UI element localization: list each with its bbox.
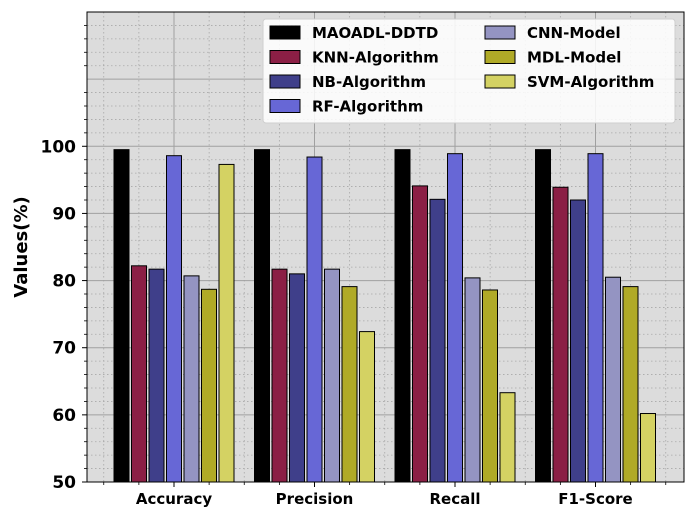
plot-frame [86, 11, 685, 483]
legend-swatch-maoadl-ddtd [269, 25, 301, 40]
bar-rf-algorithm-accuracy [166, 155, 182, 483]
bar-maoadl-ddtd-f1-score [535, 149, 551, 483]
legend-swatch-knn-algorithm [269, 50, 301, 64]
bar-knn-algorithm-f1-score [552, 186, 569, 483]
bar-svm-algorithm-recall [499, 392, 516, 483]
legend-swatch-svm-algorithm [484, 74, 516, 89]
bar-cnn-model-recall [464, 277, 481, 483]
y-tick-label: 60 [52, 406, 76, 426]
y-tick-label: 80 [52, 272, 76, 292]
bar-nb-algorithm-precision [289, 273, 305, 483]
legend-swatch-cnn-model [484, 25, 516, 40]
bar-nb-algorithm-accuracy [148, 268, 165, 483]
bar-svm-algorithm-accuracy [218, 163, 235, 483]
bar-svm-algorithm-precision [359, 331, 375, 483]
x-tick-label-f1-score: F1-Score [558, 490, 632, 508]
y-tick-label: 100 [41, 137, 77, 157]
bar-mdl-model-f1-score [622, 286, 639, 483]
bar-nb-algorithm-f1-score [570, 199, 586, 483]
bar-rf-algorithm-f1-score [587, 153, 604, 483]
bar-maoadl-ddtd-precision [254, 149, 270, 483]
bar-knn-algorithm-precision [271, 268, 288, 483]
bar-mdl-model-accuracy [201, 288, 217, 483]
legend: MAOADL-DDTD KNN-Algorithm NB-Algorithm RF-A… [262, 18, 676, 124]
bar-mdl-model-recall [482, 289, 498, 483]
x-tick-label-precision: Precision [276, 490, 354, 508]
bar-mdl-model-precision [341, 286, 358, 483]
y-axis-title: Values(%) [11, 196, 32, 298]
bar-maoadl-ddtd-recall [394, 149, 411, 483]
legend-label-nb-algorithm: NB-Algorithm [312, 73, 426, 91]
y-tick-label: 50 [52, 473, 76, 493]
bar-knn-algorithm-recall [412, 185, 428, 483]
legend-label-mdl-model: MDL-Model [527, 49, 621, 67]
bar-knn-algorithm-accuracy [131, 265, 147, 483]
legend-box [262, 18, 676, 124]
legend-swatch-mdl-model [484, 50, 516, 64]
legend-label-maoadl-ddtd: MAOADL-DDTD [312, 24, 438, 42]
bar-cnn-model-f1-score [605, 276, 621, 483]
x-tick-label-recall: Recall [429, 490, 480, 508]
bars [113, 149, 656, 483]
y-axis: 50 60 70 80 90 100 [41, 25, 87, 493]
bar-rf-algorithm-precision [306, 156, 323, 483]
bar-rf-algorithm-recall [447, 153, 463, 483]
x-axis: Accuracy Precision Recall F1-Score [103, 482, 667, 508]
y-tick-label: 90 [52, 204, 76, 224]
y-tick-label: 70 [52, 339, 76, 359]
legend-label-cnn-model: CNN-Model [527, 24, 621, 42]
bar-svm-algorithm-f1-score [640, 413, 656, 483]
legend-label-knn-algorithm: KNN-Algorithm [312, 49, 439, 67]
bar-cnn-model-precision [324, 268, 340, 483]
bar-nb-algorithm-recall [429, 198, 446, 483]
legend-swatch-rf-algorithm [269, 99, 301, 113]
legend-label-svm-algorithm: SVM-Algorithm [527, 73, 654, 91]
bar-maoadl-ddtd-accuracy [113, 149, 130, 483]
legend-label-rf-algorithm: RF-Algorithm [312, 98, 423, 116]
bar-cnn-model-accuracy [183, 275, 200, 483]
x-tick-label-accuracy: Accuracy [136, 490, 212, 508]
legend-swatch-nb-algorithm [269, 74, 301, 89]
